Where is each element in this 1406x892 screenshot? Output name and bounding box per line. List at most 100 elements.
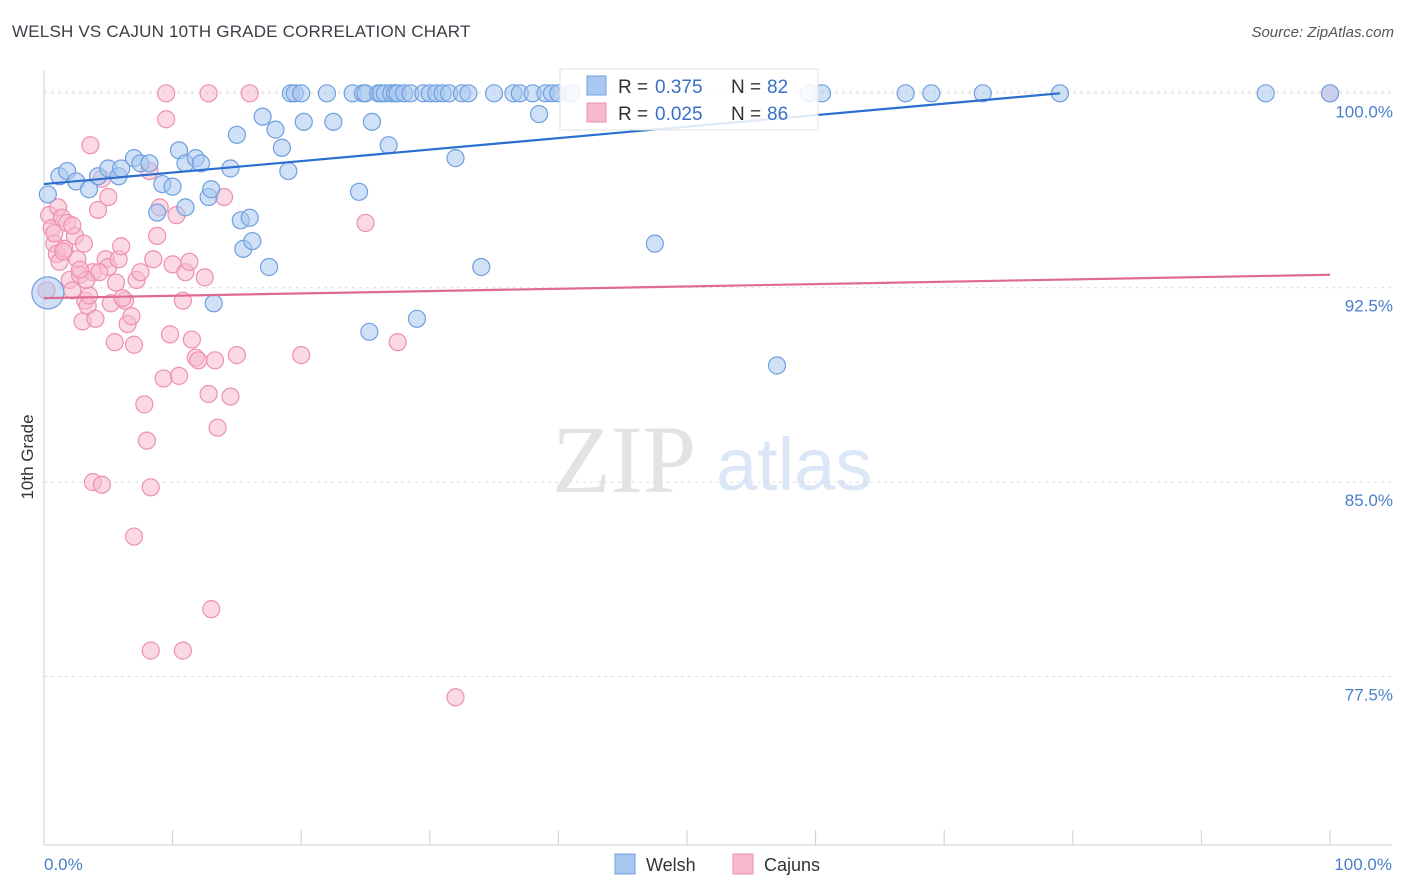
welsh-point <box>272 138 292 157</box>
welsh-point <box>362 112 382 131</box>
welsh-point <box>407 309 427 328</box>
cajun-point <box>112 237 131 256</box>
welsh-point <box>202 180 221 199</box>
welsh-point <box>148 203 167 222</box>
cajun-point <box>99 187 118 207</box>
welsh-point <box>645 234 664 253</box>
cajun-point <box>180 252 199 271</box>
legend-swatch-welsh <box>586 75 607 96</box>
welsh-point <box>176 198 195 217</box>
y-tick-label: 92.5% <box>1345 297 1393 316</box>
welsh-point <box>767 356 787 375</box>
cajun-trend-line <box>43 273 1331 300</box>
welsh-point <box>38 185 57 204</box>
cajun-point <box>144 250 163 269</box>
welsh-point <box>163 177 182 196</box>
welsh-point <box>266 120 285 139</box>
source-credit: Source: ZipAtlas.com <box>1251 24 1394 41</box>
welsh-point <box>191 154 210 173</box>
cajun-point <box>45 224 64 243</box>
cajun-point <box>205 351 225 370</box>
welsh-trend-line <box>43 92 1061 186</box>
cajun-point <box>92 475 111 494</box>
gridlines <box>44 90 1392 678</box>
welsh-point <box>240 208 259 227</box>
cajun-point <box>74 234 93 253</box>
cajun-point <box>189 351 208 370</box>
welsh-point <box>259 257 279 277</box>
cajun-point <box>90 263 109 282</box>
welsh-point <box>31 276 65 310</box>
cajun-point <box>199 84 218 103</box>
legend-welsh-r-label: R = <box>618 77 648 98</box>
cajun-point <box>124 335 144 354</box>
bottom-legend-cajuns: Cajuns <box>764 855 820 875</box>
bottom-legend: Welsh Cajuns <box>614 853 820 875</box>
welsh-point <box>459 84 478 103</box>
welsh-point <box>1320 84 1340 103</box>
cajun-point <box>446 688 465 707</box>
welsh-point <box>360 322 379 341</box>
legend-cajuns-r-label: R = <box>618 104 648 125</box>
cajun-point <box>135 395 154 414</box>
welsh-point <box>973 84 992 103</box>
cajun-point <box>388 333 407 352</box>
chart-title: WELSH VS CAJUN 10TH GRADE CORRELATION CH… <box>12 22 471 41</box>
trend-lines <box>43 92 1331 300</box>
welsh-point <box>324 112 343 131</box>
welsh-point <box>485 84 504 103</box>
cajun-point <box>81 136 100 155</box>
legend-cajuns-n-label: N = <box>731 104 761 125</box>
cajun-point <box>227 346 246 365</box>
welsh-point <box>227 125 246 144</box>
y-tick-label: 77.5% <box>1345 686 1393 705</box>
cajun-point <box>356 213 375 233</box>
bottom-legend-swatch-welsh <box>614 853 636 875</box>
cajun-point <box>70 260 90 279</box>
cajun-point <box>105 333 124 352</box>
cajun-point <box>141 641 160 660</box>
bottom-legend-swatch-cajuns <box>732 853 754 875</box>
cajun-point <box>148 226 167 245</box>
x-tick-label-max: 100.0% <box>1334 855 1392 874</box>
welsh-point <box>922 84 941 103</box>
cajun-point <box>173 641 192 660</box>
y-tick-label: 85.0% <box>1345 491 1393 510</box>
welsh-point <box>253 107 272 126</box>
cajun-point <box>122 307 141 326</box>
cajun-point <box>141 478 160 497</box>
cajun-point <box>199 384 218 404</box>
legend-cajuns-n-value: 86 <box>767 104 788 125</box>
watermark-zip: ZIP <box>552 406 696 513</box>
welsh-point <box>279 161 298 181</box>
legend: R = 0.375 N = 82 R = 0.025 N = 86 <box>559 68 819 131</box>
cajun-point <box>195 268 214 287</box>
cajun-point <box>157 110 176 129</box>
cajun-point <box>54 242 73 261</box>
cajun-point <box>157 84 176 103</box>
cajun-points <box>37 84 1340 707</box>
cajun-point <box>202 600 221 619</box>
cajun-point <box>86 309 105 328</box>
cajun-point <box>221 387 240 406</box>
watermark-atlas: atlas <box>716 423 872 506</box>
welsh-point <box>140 154 159 173</box>
cajun-point <box>169 366 189 385</box>
bottom-legend-welsh: Welsh <box>646 855 696 875</box>
cajun-point <box>292 346 311 365</box>
legend-welsh-r-value: 0.375 <box>655 77 703 98</box>
cajun-point <box>106 273 126 292</box>
cajun-point <box>79 286 99 305</box>
cajun-point <box>131 263 150 282</box>
y-tick-label: 100.0% <box>1335 102 1393 121</box>
welsh-point <box>349 182 369 201</box>
cajun-point <box>240 84 259 103</box>
cajun-point <box>154 369 173 388</box>
welsh-point <box>446 149 465 168</box>
welsh-point <box>294 112 313 131</box>
cajun-point <box>182 330 201 349</box>
cajun-point <box>208 418 227 437</box>
cajun-point <box>63 216 82 235</box>
welsh-point <box>896 84 915 103</box>
